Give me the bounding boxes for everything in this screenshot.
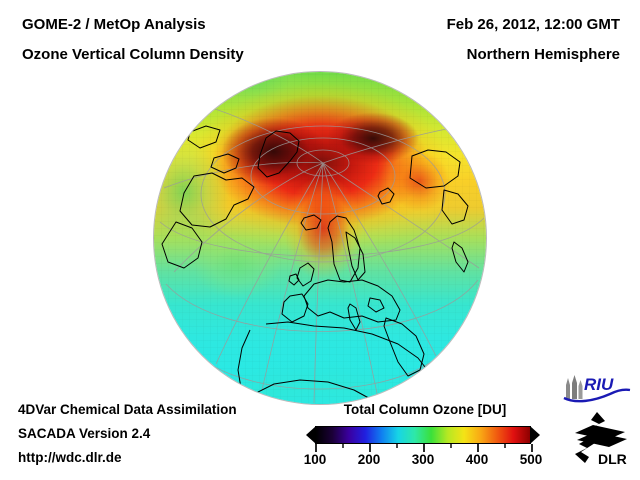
riu-swoosh-icon xyxy=(563,388,631,403)
riu-logo: RIU xyxy=(563,375,631,403)
limb-shading xyxy=(154,72,486,404)
colorbar-tick-label: 100 xyxy=(303,452,327,467)
footer-version: SACADA Version 2.4 xyxy=(18,426,151,441)
dlr-logo-text: DLR xyxy=(598,451,627,467)
colorbar-major-tick xyxy=(315,444,317,452)
colorbar-tick-label: 400 xyxy=(465,452,489,467)
header-title: GOME-2 / MetOp Analysis xyxy=(22,16,206,33)
colorbar-minor-tick xyxy=(450,444,452,448)
colorbar-tick-labels: 100 200 300 400 500 xyxy=(303,452,566,472)
colorbar-major-tick xyxy=(531,444,533,452)
colorbar-title: Total Column Ozone [DU] xyxy=(343,402,507,417)
header-subtitle: Ozone Vertical Column Density xyxy=(22,46,244,63)
colorbar-tick-label: 300 xyxy=(411,452,435,467)
colorbar-gradient xyxy=(315,426,531,444)
graticule xyxy=(159,105,485,404)
footer-method: 4DVar Chemical Data Assimilation xyxy=(18,402,237,417)
colorbar-major-tick xyxy=(423,444,425,452)
colorbar-extend-right-arrow xyxy=(530,426,540,444)
colorbar-major-tick xyxy=(477,444,479,452)
colorbar-major-tick xyxy=(369,444,371,452)
ozone-globe-map xyxy=(154,72,486,404)
colorbar-tick-label: 500 xyxy=(519,452,543,467)
riu-logo-text: RIU xyxy=(584,375,614,394)
footer-url[interactable]: http://wdc.dlr.de xyxy=(18,450,122,465)
colorbar-tick-label: 200 xyxy=(357,452,381,467)
dlr-logo: DLR xyxy=(575,412,627,467)
colorbar xyxy=(306,425,540,447)
colorbar-minor-tick xyxy=(342,444,344,448)
colorbar-minor-tick xyxy=(396,444,398,448)
colorbar-minor-tick xyxy=(504,444,506,448)
colorbar-ticks xyxy=(306,444,540,452)
dlr-mark-icon xyxy=(575,412,627,463)
riu-towers-icon xyxy=(566,375,583,399)
header-datetime: Feb 26, 2012, 12:00 GMT xyxy=(446,16,620,33)
colorbar-extend-left-arrow xyxy=(306,426,316,444)
coastlines xyxy=(161,125,469,404)
globe-disc xyxy=(154,72,486,404)
header-region: Northern Hemisphere xyxy=(466,46,620,63)
